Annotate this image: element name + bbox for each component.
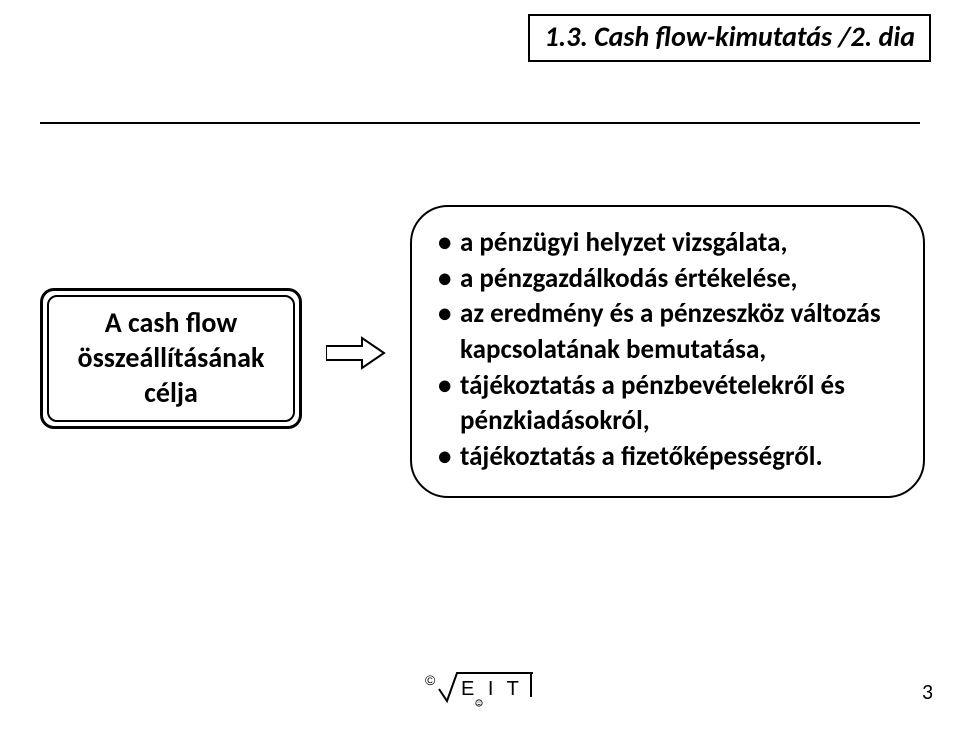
svg-text:E I T: E I T [461,678,523,700]
title-underline [40,122,920,124]
list-item: tájékoztatás a pénzbevételekről és pénzk… [438,368,901,439]
purpose-list: a pénzügyi helyzet vizsgálata, a pénzgaz… [438,225,901,474]
svg-text:©: © [425,672,436,688]
list-item-text: tájékoztatás a pénzbevételekről és pénzk… [460,369,845,438]
list-item-text: a pénzgazdálkodás értékelése, [460,262,798,295]
left-box: A cash flow összeállításának célja [40,288,302,429]
list-item-text: az eredmény és a pénzeszköz változás kap… [460,297,881,366]
logo-icon: © E I T [425,667,535,707]
arrow-icon [326,336,386,370]
title-box: 1.3. Cash flow-kimutatás /2. dia [528,14,931,62]
left-box-inner: A cash flow összeállításának célja [47,295,295,422]
left-line-3: célja [61,375,281,410]
right-box: a pénzügyi helyzet vizsgálata, a pénzgaz… [410,205,925,498]
left-line-1: A cash flow [61,305,281,340]
left-line-2: összeállításának [61,340,281,375]
list-item: a pénzügyi helyzet vizsgálata, [438,225,901,261]
slide: 1.3. Cash flow-kimutatás /2. dia A cash … [0,0,959,729]
list-item: a pénzgazdálkodás értékelése, [438,261,901,297]
page-number: 3 [922,678,933,705]
list-item: tájékoztatás a fizetőképességről. [438,439,901,475]
list-item-text: a pénzügyi helyzet vizsgálata, [460,226,787,259]
slide-title: 1.3. Cash flow-kimutatás /2. dia [544,19,915,54]
list-item-text: tájékoztatás a fizetőképességről. [460,440,823,473]
list-item: az eredmény és a pénzeszköz változás kap… [438,296,901,367]
